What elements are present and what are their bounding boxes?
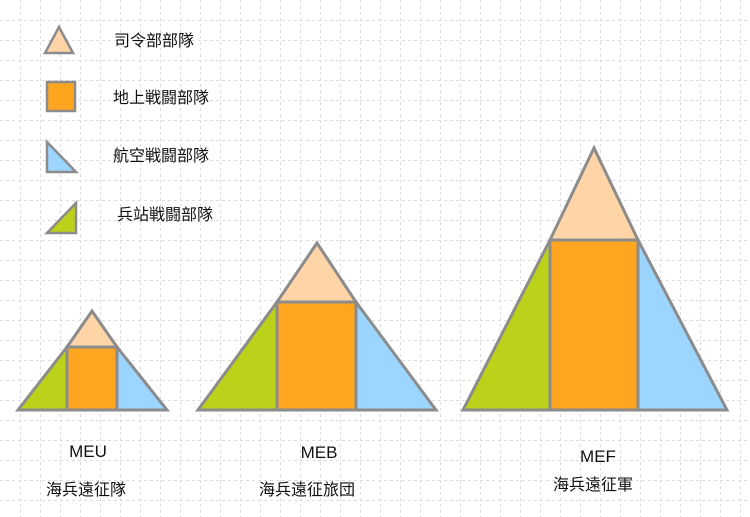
meu-logistics-section [14, 342, 69, 412]
meb-command-section [274, 240, 359, 304]
meu-pyramid [14, 308, 171, 412]
legend-item-logistics: 兵站戦闘部隊 [44, 199, 213, 235]
mef-abbr-label: MEF [580, 447, 616, 466]
mef-pyramid [460, 144, 730, 412]
blue-right-triangle-icon [45, 138, 79, 174]
meu-aviation-section [115, 342, 171, 412]
meb-logistics-section [195, 297, 279, 412]
mef-command-section [547, 144, 641, 242]
meb-pyramid [195, 240, 439, 412]
legend: 司令部部隊 地上戦闘部隊 航空戦闘部隊 兵站戦闘部隊 [42, 24, 213, 235]
legend-label-aviation: 航空戦闘部隊 [113, 146, 209, 165]
mef-aviation-section [636, 239, 730, 412]
mef-name-label: 海兵遠征軍 [553, 475, 633, 494]
orange-square-icon [45, 80, 77, 113]
legend-item-aviation: 航空戦闘部隊 [45, 138, 209, 174]
meu-ground-section [65, 345, 119, 412]
meu-name-label: 海兵遠征隊 [46, 480, 126, 499]
legend-label-command: 司令部部隊 [114, 31, 194, 50]
mef-ground-section [548, 238, 640, 412]
meb-ground-section [275, 300, 358, 412]
mef-logistics-section [460, 239, 552, 412]
legend-item-ground: 地上戦闘部隊 [45, 80, 209, 113]
legend-item-command: 司令部部隊 [42, 24, 194, 55]
meb-abbr-label: MEB [301, 443, 338, 462]
legend-label-ground: 地上戦闘部隊 [113, 88, 209, 107]
legend-label-logistics: 兵站戦闘部隊 [117, 205, 213, 224]
peach-triangle-icon [42, 24, 76, 55]
meb-aviation-section [354, 297, 439, 412]
meu-abbr-label: MEU [69, 442, 107, 461]
meu-command-section [64, 308, 120, 349]
green-right-triangle-icon [44, 199, 78, 235]
meb-name-label: 海兵遠征旅団 [259, 480, 355, 499]
